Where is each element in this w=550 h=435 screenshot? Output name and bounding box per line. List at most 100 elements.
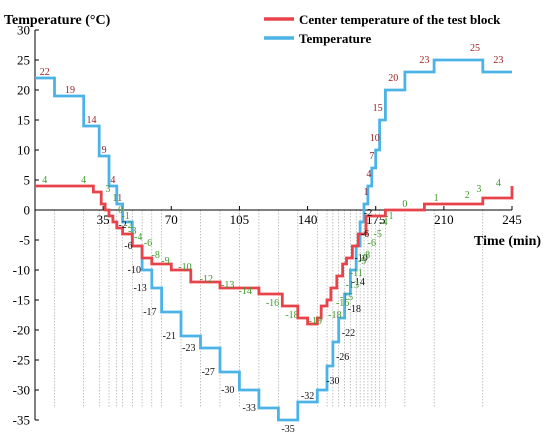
center-data-label: -4 [134,232,142,243]
center-data-label: 3 [476,184,481,195]
center-data-label: -18 [285,310,298,321]
center-data-label: 0 [118,205,123,216]
temperature-data-label: -30 [221,385,234,396]
legend-label-temperature: Temperature [299,31,371,46]
center-data-label: 1 [112,193,117,204]
x-ticks: 35 70 105 140 175 210 245 [97,206,522,227]
temperature-data-label: -30 [326,376,339,387]
temperature-data-label: 4 [366,169,371,180]
x-tick-label: 35 [97,212,110,227]
center-data-label: -13 [221,280,234,291]
temperature-data-label: -10 [128,265,141,276]
y-tick-label: -15 [13,293,30,308]
temperature-data-label: -14 [352,277,365,288]
temperature-data-label: 10 [370,133,380,144]
center-data-label: 4 [81,175,86,186]
series-center-temperature [35,184,514,326]
y-tick-label: -5 [19,233,30,248]
center-data-label: -1 [385,211,393,222]
y-tick-label: 5 [24,173,31,188]
temperature-data-label: 9 [102,145,107,156]
center-data-label: -16 [266,298,279,309]
y-tick-label: -10 [13,263,30,278]
y-tick-label: 0 [24,203,31,218]
center-data-label: 3 [106,184,111,195]
temperature-data-label: 23 [419,55,429,66]
center-data-label: -2 [124,220,132,231]
temperature-data-label: -23 [182,343,195,354]
temperature-data-label: 1 [117,193,122,204]
center-data-label: -3 [128,226,136,237]
x-tick-label: 140 [298,212,318,227]
center-data-label: -14 [239,286,252,297]
temperature-data-label: -32 [301,391,314,402]
temperature-data-label: 14 [86,115,96,126]
center-data-label: -1 [121,211,129,222]
temperature-data-label: -6 [124,241,132,252]
temperature-data-label: -2 [364,208,372,219]
temperature-data-label: -26 [336,352,349,363]
series-lines [35,58,514,422]
center-data-label: -12 [200,274,213,285]
center-data-label: 2 [465,190,470,201]
temperature-data-label: -27 [202,367,215,378]
x-tick-label: 70 [165,212,178,227]
temperature-data-label: -10 [354,253,367,264]
temperature-data-label: 7 [369,151,374,162]
center-data-label: -11 [350,268,363,279]
temperature-data-label: -35 [281,424,294,435]
temperature-data-label: 20 [388,73,398,84]
center-data-label: -5 [373,229,381,240]
center-data-label: -6 [144,238,152,249]
center-data-label: -9 [161,256,169,267]
x-tick-label: 105 [230,212,250,227]
temperature-data-label: -17 [143,307,156,318]
y-tick-label: -25 [13,353,30,368]
y-tick-label: 20 [17,83,30,98]
temperature-data-label: 25 [470,43,480,54]
temperature-data-label: -21 [163,331,176,342]
y-ticks: 30 25 20 15 10 5 0 -5 -10 -15 -20 -25 -30 -35 [13,23,39,428]
y-tick-label: 10 [17,143,30,158]
y-tick-label: -35 [13,413,30,428]
temperature-data-label: -22 [342,328,355,339]
axes [34,30,512,420]
center-data-label: 4 [496,178,501,189]
temperature-data-label: 4 [110,175,115,186]
center-data-label: -10 [178,262,191,273]
temperature-data-label: 22 [40,67,50,78]
center-data-label: 0 [402,199,407,210]
center-data-label: -4 [379,217,387,228]
y-axis-title: Temperature (°C) [4,13,111,28]
temperature-data-label: 15 [373,103,383,114]
y-tick-label: -30 [13,383,30,398]
center-data-label: 1 [434,193,439,204]
series-temperature [35,58,512,422]
legend-label-center: Center temperature of the test block [299,12,501,27]
temperature-data-label: 23 [493,55,503,66]
y-tick-label: 15 [17,113,30,128]
x-tick-label: 245 [502,212,522,227]
center-data-label: -18 [328,310,341,321]
y-tick-label: 30 [17,23,30,38]
center-data-label: -6 [368,238,376,249]
center-data-label: -15 [340,292,353,303]
y-tick-label: -20 [13,323,30,338]
center-data-label: -9 [358,256,366,267]
center-data-label: 4 [42,175,47,186]
temperature-data-label: -6 [361,229,369,240]
temperature-data-label: -13 [133,283,146,294]
temperature-data-label: 1 [363,187,368,198]
temperature-data-label: -2 [118,220,126,231]
temperature-data-label: 19 [65,85,75,96]
center-data-label: -8 [362,250,370,261]
center-data-label: -13 [346,280,359,291]
gridlines [54,210,484,408]
temperature-data-label: -18 [348,304,361,315]
x-tick-label: 210 [434,212,454,227]
x-axis-title: Time (min) [474,234,541,249]
temperature-data-label: -33 [242,403,255,414]
data-labels: 221914941-2-6-10-13-17-21-23-27-30-33-35… [40,43,504,435]
center-data-label: -19 [309,316,322,327]
